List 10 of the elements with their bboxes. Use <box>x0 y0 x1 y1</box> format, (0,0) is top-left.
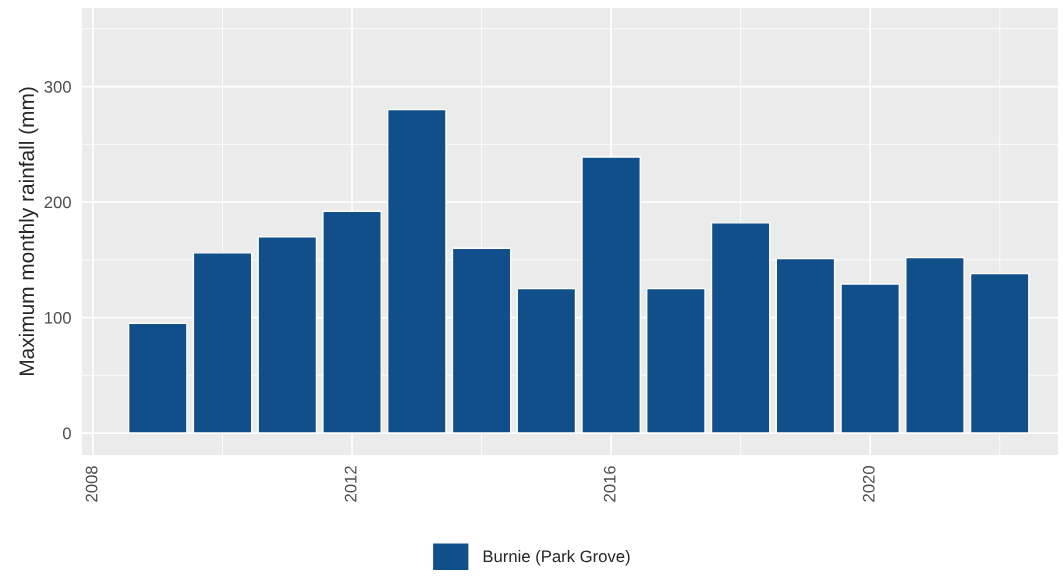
y-tick-label: 100 <box>45 311 71 324</box>
y-tick-label: 200 <box>44 196 71 209</box>
y-axis-title: Maximum monthly rainfall (mm) <box>18 87 39 376</box>
legend-label: Burnie (Park Grove) <box>483 549 630 566</box>
x-tick-label: 2020 <box>862 466 875 502</box>
y-tick-label: 300 <box>44 80 71 93</box>
x-tick-label: 2008 <box>85 466 98 502</box>
x-tick-label: 2016 <box>603 466 616 502</box>
x-tick-label: 2012 <box>344 466 357 502</box>
y-tick-label: 0 <box>62 427 71 440</box>
